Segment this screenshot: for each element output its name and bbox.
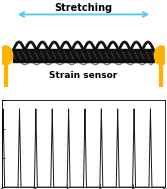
Circle shape — [0, 46, 13, 65]
Bar — [13, 49, 154, 62]
Text: Strain sensor: Strain sensor — [49, 71, 118, 81]
Text: Stretching: Stretching — [54, 3, 113, 13]
Circle shape — [154, 46, 167, 65]
